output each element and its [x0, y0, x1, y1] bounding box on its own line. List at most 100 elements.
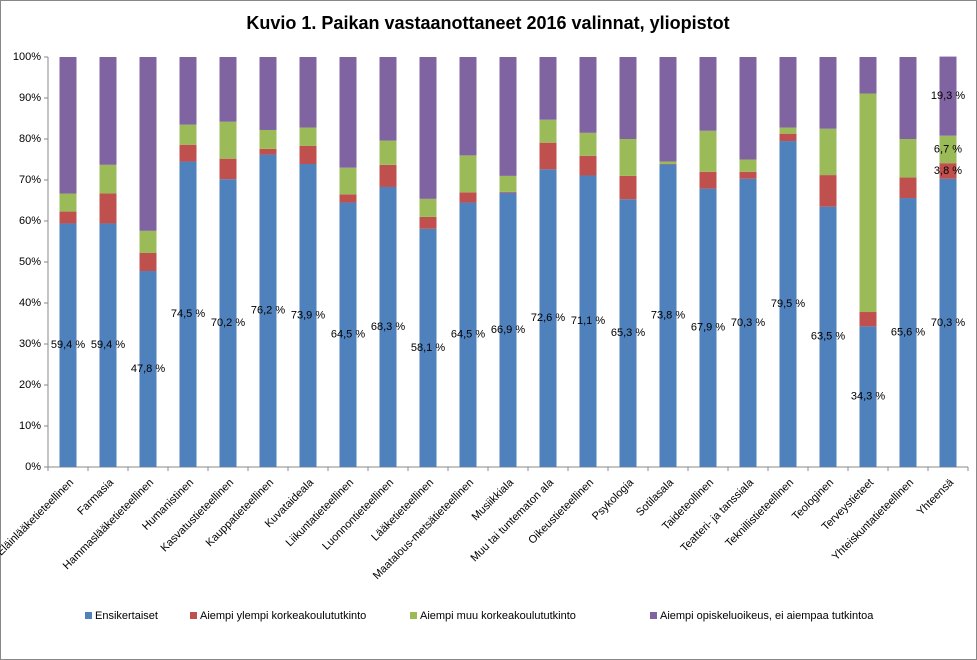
legend-label: Aiempi muu korkeakoulututkinto — [420, 610, 576, 622]
bar-segment — [139, 252, 157, 272]
bar-segment — [859, 57, 877, 94]
bar-segment — [379, 164, 397, 187]
bar-segment — [899, 57, 917, 139]
data-label: 70,2 % — [211, 317, 245, 329]
bar-segment — [499, 192, 517, 467]
data-label: 70,3 % — [931, 317, 965, 329]
bar-segment — [659, 161, 677, 165]
data-label: 76,2 % — [251, 305, 285, 317]
legend-swatch — [650, 612, 657, 619]
y-tick-label: 90% — [19, 92, 41, 104]
bar-segment — [739, 178, 757, 467]
bar-segment — [779, 57, 797, 128]
bar-segment — [379, 140, 397, 165]
bar-segment — [539, 57, 557, 120]
bar-segment — [419, 57, 437, 199]
bar-segment — [419, 216, 437, 229]
bar-segment — [339, 167, 357, 195]
bar-segment — [499, 175, 517, 192]
bar-segment — [779, 127, 797, 134]
bar-segment — [419, 228, 437, 467]
bar-segment — [59, 193, 77, 212]
y-tick-label: 70% — [19, 174, 41, 186]
bar-segment — [259, 154, 277, 467]
bar-segment — [619, 139, 637, 176]
y-tick-label: 40% — [19, 297, 41, 309]
bar-segment — [859, 93, 877, 313]
bar-segment — [59, 223, 77, 467]
y-tick-label: 10% — [19, 420, 41, 432]
bar-segment — [699, 130, 717, 172]
data-label: 68,3 % — [371, 321, 405, 333]
data-label: 70,3 % — [731, 317, 765, 329]
bar-segment — [899, 177, 917, 199]
bar-segment — [819, 57, 837, 129]
data-label: 3,8 % — [934, 165, 962, 177]
legend-label: Aiempi opiskeluoikeus, ei aiempaa tutkin… — [660, 610, 874, 622]
data-label: 59,4 % — [91, 339, 125, 351]
bar-segment — [179, 57, 197, 125]
bar-segment — [939, 163, 957, 179]
bar-segment — [59, 211, 77, 224]
bar-segment — [339, 57, 357, 168]
y-tick-label: 30% — [19, 338, 41, 350]
bar-segment — [379, 57, 397, 141]
bar-segment — [539, 142, 557, 170]
bar-segment — [179, 161, 197, 468]
legend-swatch — [85, 612, 92, 619]
bar-segment — [299, 164, 317, 467]
bar-segment — [579, 132, 597, 156]
data-label: 71,1 % — [571, 315, 605, 327]
data-label: 79,5 % — [771, 298, 805, 310]
data-label: 67,9 % — [691, 322, 725, 334]
data-label: 47,8 % — [131, 363, 165, 375]
bar-segment — [699, 57, 717, 131]
data-label: 58,1 % — [411, 342, 445, 354]
chart-title: Kuvio 1. Paikan vastaanottaneet 2016 val… — [246, 13, 729, 33]
data-label: 64,5 % — [331, 329, 365, 341]
bar-segment — [219, 57, 237, 122]
bar-segment — [99, 164, 117, 194]
bar-segment — [299, 57, 317, 128]
bar-segment — [539, 119, 557, 143]
legend-swatch — [410, 612, 417, 619]
bar-segment — [179, 124, 197, 145]
data-label: 6,7 % — [934, 143, 962, 155]
data-label: 73,8 % — [651, 310, 685, 322]
bar-segment — [659, 57, 677, 162]
bar-segment — [939, 56, 957, 136]
data-label: 65,6 % — [891, 326, 925, 338]
bar-segment — [659, 164, 677, 468]
bar-segment — [939, 135, 957, 164]
data-label: 66,9 % — [491, 324, 525, 336]
bar-segment — [739, 57, 757, 160]
bar-segment — [59, 57, 77, 194]
bar-segment — [619, 57, 637, 139]
data-label: 73,9 % — [291, 309, 325, 321]
bar-segment — [859, 326, 877, 467]
bar-segment — [739, 159, 757, 172]
y-tick-label: 80% — [19, 133, 41, 145]
bar-segment — [819, 206, 837, 467]
bar-segment — [779, 141, 797, 468]
bar-segment — [499, 191, 517, 193]
bar-segment — [619, 175, 637, 200]
y-tick-label: 60% — [19, 215, 41, 227]
bar-segment — [219, 179, 237, 467]
legend-label: Ensikertaiset — [95, 610, 158, 622]
bar-segment — [139, 57, 157, 231]
bar-segment — [859, 312, 877, 327]
bar-segment — [699, 188, 717, 468]
bar-segment — [819, 175, 837, 207]
y-tick-label: 100% — [13, 51, 41, 63]
data-label: 59,4 % — [51, 339, 85, 351]
bar-segment — [459, 57, 477, 156]
data-label: 74,5 % — [171, 308, 205, 320]
bar-segment — [99, 193, 117, 224]
bar-segment — [459, 202, 477, 468]
legend-swatch — [190, 612, 197, 619]
data-label: 34,3 % — [851, 391, 885, 403]
bar-segment — [899, 139, 917, 178]
bar-segment — [139, 271, 157, 467]
